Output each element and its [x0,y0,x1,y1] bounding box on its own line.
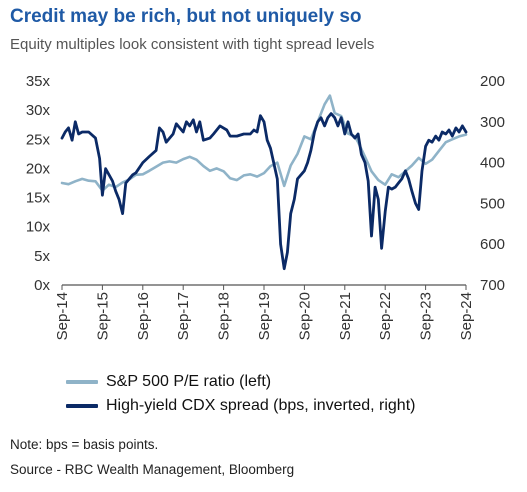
right-tick-label: 300 [480,114,505,131]
left-tick-label: 25x [26,131,51,148]
x-tick-label: Sep-22 [377,292,394,340]
chart-subtitle: Equity multiples look consistent with ti… [10,36,375,53]
x-tick-label: Sep-19 [256,292,273,340]
x-tick-label: Sep-14 [54,292,71,340]
legend-label-pe: S&P 500 P/E ratio (left) [106,373,272,390]
left-tick-label: 20x [26,160,51,177]
right-axis: 200 300 400 500 600 700 [480,73,505,294]
left-tick-label: 0x [34,277,50,294]
legend-label-cdx: High-yield CDX spread (bps, inverted, ri… [106,397,416,414]
right-tick-label: 400 [480,155,505,172]
x-tick-label: Sep-24 [458,292,475,340]
right-tick-label: 600 [480,236,505,253]
x-tick-label: Sep-21 [337,292,354,340]
chart: 0x 5x 10x 15x 20x 25x 30x 35x 200 300 400 500 600 70… [26,73,505,340]
left-tick-label: 5x [34,248,50,265]
footnote: Note: bps = basis points. [10,437,159,452]
x-tick-label: Sep-16 [135,292,152,340]
x-axis: Sep-14 Sep-15 Sep-16 Sep-17 Sep-18 Sep-19 Sep-… [54,284,475,340]
cdx-series-line [60,112,468,271]
legend-swatch-pe [66,380,98,384]
left-tick-label: 35x [26,73,51,90]
left-tick-label: 15x [26,190,51,207]
x-tick-label: Sep-15 [94,292,111,340]
pe-series-line [60,94,468,192]
series-layer [60,94,468,271]
legend-item-cdx: High-yield CDX spread (bps, inverted, ri… [66,394,415,418]
left-tick-label: 30x [26,102,51,119]
right-tick-label: 200 [480,73,505,90]
source-line: Source - RBC Wealth Management, Bloomber… [10,462,295,477]
right-tick-label: 700 [480,277,505,294]
x-tick-label: Sep-23 [418,292,435,340]
x-tick-label: Sep-18 [216,292,233,340]
x-tick-label: Sep-20 [296,292,313,340]
left-tick-label: 10x [26,219,51,236]
chart-title: Credit may be rich, but not uniquely so [10,6,362,27]
right-tick-label: 500 [480,195,505,212]
left-axis: 0x 5x 10x 15x 20x 25x 30x 35x [26,73,51,294]
legend-item-pe: S&P 500 P/E ratio (left) [66,370,415,394]
legend: S&P 500 P/E ratio (left) High-yield CDX … [66,370,415,418]
legend-swatch-cdx [66,404,98,408]
x-tick-label: Sep-17 [175,292,192,340]
